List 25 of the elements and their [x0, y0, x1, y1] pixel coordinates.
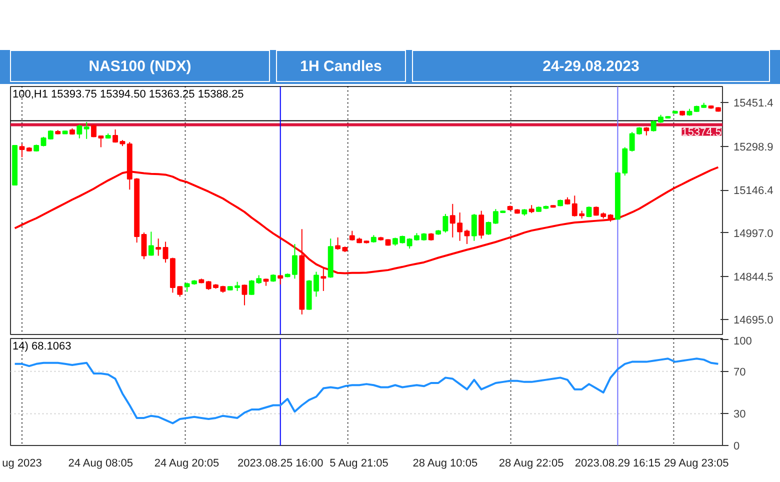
- x-tick-label: 2023.08.29 16:15: [574, 458, 661, 470]
- x-tick-label: 24 Aug 20:05: [154, 458, 220, 470]
- y-tick-label: 14844.5: [734, 272, 774, 284]
- ref-line-label: 15374.5: [682, 126, 722, 139]
- y-tick-label: 14695.0: [734, 314, 774, 326]
- x-tick-label: 28 Aug 22:05: [498, 458, 564, 470]
- y-tick-label: 15298.9: [734, 141, 774, 154]
- x-tick-label: 2023.08.25 16:00: [238, 458, 324, 470]
- y-tick-label: 100: [734, 336, 752, 348]
- y-tick-label: 30: [734, 408, 746, 421]
- y-tick-label: 14997.0: [734, 228, 774, 240]
- chart-title: NAS100 (NDX): [10, 50, 270, 82]
- y-tick-label: 15146.4: [734, 185, 774, 198]
- x-tick-label: ug 2023: [2, 458, 42, 470]
- x-tick-label: 24 Aug 08:05: [68, 458, 134, 470]
- y-tick-label: 0: [734, 440, 740, 452]
- annotation: 100,H1 15393.75 15394.50 15363.25 15388.25: [12, 88, 244, 100]
- chart-subtitle: 1H Candles: [276, 50, 406, 82]
- annotation: 14) 68.1063: [12, 340, 72, 352]
- y-tick-label: 70: [734, 366, 746, 378]
- text: 24-29.08.2023: [412, 50, 770, 82]
- y-tick-label: 15451.4: [734, 98, 774, 110]
- x-tick-label: 5 Aug 21:05: [330, 458, 388, 470]
- x-tick-label: 28 Aug 10:05: [412, 458, 478, 470]
- x-tick-label: 29 Aug 23:05: [664, 458, 729, 470]
